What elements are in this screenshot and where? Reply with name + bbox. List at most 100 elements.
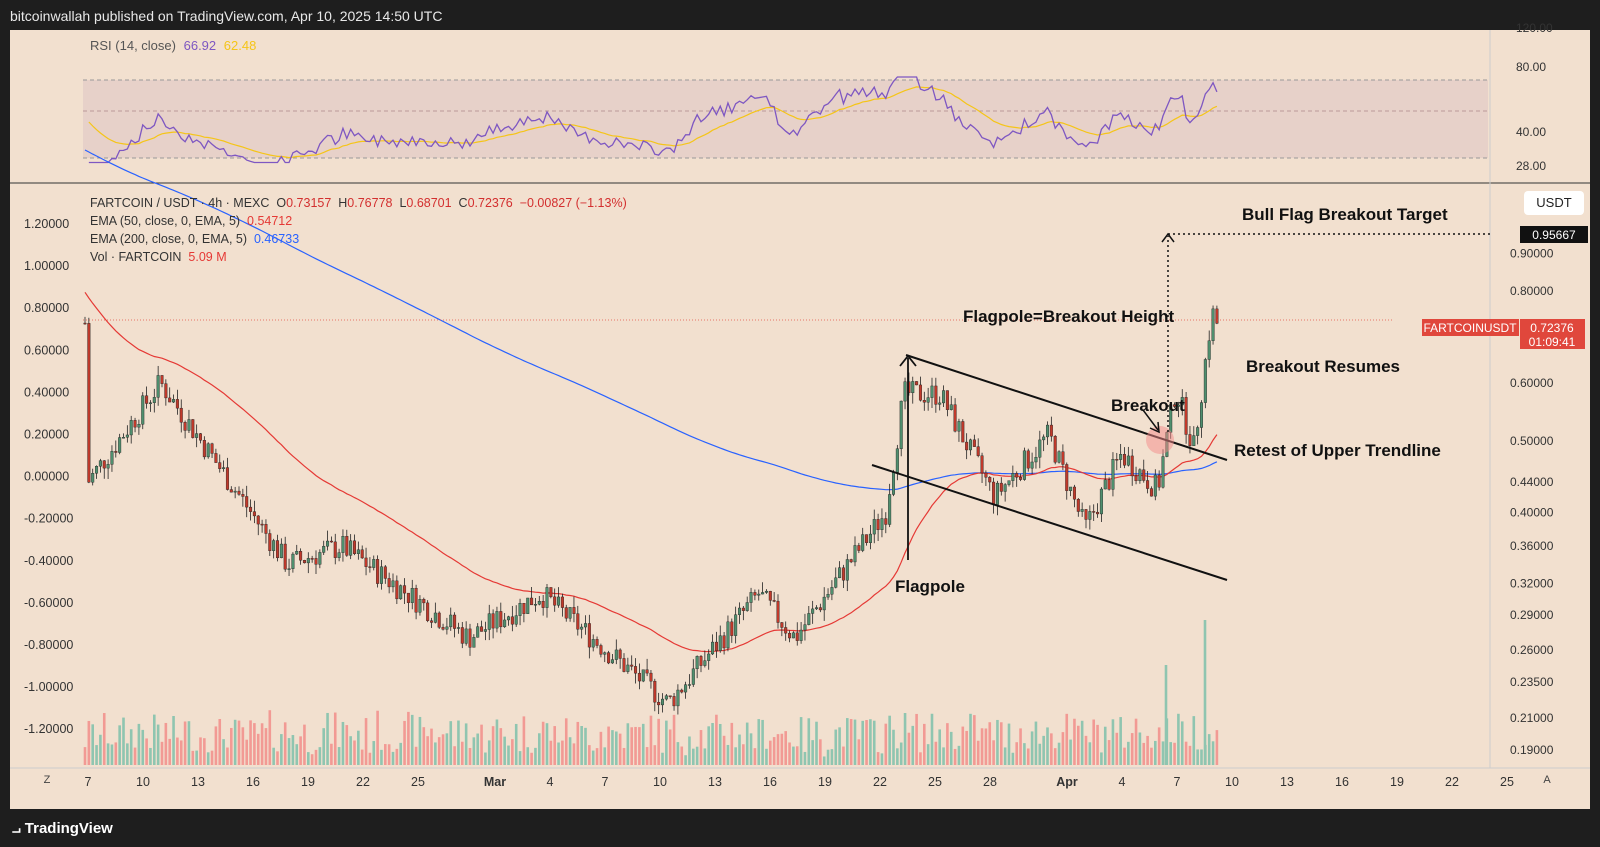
candle-body	[1015, 473, 1019, 478]
volume-bar	[1157, 727, 1161, 765]
candle-body	[815, 607, 819, 610]
rsi-axis-tick: 80.00	[1516, 60, 1546, 74]
volume-bar	[526, 747, 530, 765]
left-axis-tick: 0.20000	[24, 428, 69, 442]
right-axis-tick: 0.36000	[1510, 539, 1554, 553]
candle-body	[464, 628, 468, 644]
volume-bar	[187, 721, 191, 765]
volume-bar	[996, 719, 999, 765]
candle-body	[1146, 480, 1150, 489]
volume-bar	[499, 728, 503, 765]
candle-body	[1211, 308, 1215, 341]
volume-bar	[896, 748, 899, 765]
volume-bar	[603, 747, 607, 765]
volume-bar	[153, 714, 156, 765]
volume-bar	[353, 740, 356, 765]
volume-bar	[988, 722, 992, 765]
tradingview-logo[interactable]: ⨼ TradingView	[12, 820, 113, 837]
x-axis-tick: 19	[301, 775, 315, 789]
chart-frame[interactable]	[10, 30, 1590, 809]
volume-bar	[1192, 716, 1196, 765]
volume-bar	[1080, 720, 1084, 765]
x-axis-tick: 19	[1390, 775, 1404, 789]
candle-body	[953, 404, 957, 432]
candle-body	[1096, 511, 1100, 515]
volume-bar	[164, 722, 168, 765]
volume-bar	[395, 748, 399, 765]
volume-bar	[241, 727, 245, 765]
left-axis-tick: -1.20000	[24, 722, 73, 736]
candle-body	[1003, 484, 1007, 492]
rsi-axis-tick: 40.00	[1516, 125, 1546, 139]
volume-bar	[407, 711, 410, 765]
x-axis-tick: 16	[1335, 775, 1349, 789]
volume-bar	[730, 722, 734, 765]
volume-bar	[553, 726, 556, 765]
volume-bar	[1038, 743, 1042, 765]
volume-bar	[118, 725, 121, 765]
candle-body	[168, 397, 172, 403]
left-axis-tick: -0.40000	[24, 554, 73, 568]
x-axis-tick: 13	[1280, 775, 1294, 789]
bull-flag-target-label: Bull Flag Breakout Target	[1242, 205, 1448, 224]
volume-bar	[711, 722, 714, 765]
volume-bar	[842, 746, 845, 765]
tv-logo-icon: ⨼	[12, 820, 21, 837]
candle-body	[426, 602, 430, 621]
volume-bar	[688, 736, 691, 765]
right-axis-tick: 0.26000	[1510, 643, 1554, 657]
rsi-ma-value: 62.48	[223, 38, 257, 53]
volume-bar	[707, 726, 710, 765]
z-button[interactable]: Z	[43, 774, 51, 786]
candle-body	[376, 559, 380, 584]
currency-button[interactable]: USDT	[1524, 191, 1584, 215]
candle-body	[584, 623, 588, 628]
x-axis-tick: 25	[928, 775, 942, 789]
volume-bar	[129, 729, 133, 765]
volume-bar	[476, 733, 479, 765]
volume-bar	[1173, 742, 1176, 765]
ema200-legend: EMA (200, close, 0, EMA, 5) 0.46733	[90, 232, 299, 246]
volume-bar	[1069, 739, 1072, 765]
volume-bar	[91, 724, 94, 765]
candle-body	[595, 639, 599, 646]
volume-bar	[387, 744, 391, 765]
volume-bar	[769, 740, 772, 765]
volume-bar	[287, 738, 291, 765]
volume-bar	[819, 739, 822, 765]
candle-body	[865, 534, 869, 543]
volume-bar	[99, 734, 102, 765]
candle-body	[730, 621, 734, 636]
rsi-line	[88, 76, 1218, 164]
candle-body	[480, 626, 484, 632]
candle-body	[95, 466, 99, 474]
candle-body	[145, 395, 149, 404]
volume-bar	[641, 723, 645, 765]
candle-body	[572, 607, 576, 614]
candle-body	[580, 626, 584, 630]
volume-bar	[102, 713, 106, 765]
brand-label: TradingView	[24, 820, 113, 837]
volume-bar	[256, 733, 260, 765]
breakout-circle	[1146, 426, 1174, 454]
volume-bar	[1150, 747, 1153, 765]
candle-body	[818, 607, 822, 611]
candle-body	[684, 684, 688, 693]
candle-body	[1034, 457, 1038, 463]
volume-bar	[514, 723, 518, 765]
candle-body	[664, 695, 668, 700]
volume-bar	[811, 740, 814, 765]
candle-body	[487, 613, 491, 630]
volume-bar	[726, 744, 730, 765]
volume-bar	[1207, 734, 1211, 765]
a-button[interactable]: A	[1543, 774, 1551, 786]
rsi-legend: RSI (14, close) 66.92 62.48	[90, 38, 256, 53]
volume-bar	[653, 745, 657, 765]
volume-bar	[973, 715, 976, 765]
volume-bar	[1007, 723, 1011, 765]
candle-body	[657, 701, 661, 706]
volume-bar	[630, 727, 633, 765]
x-axis-tick: Apr	[1056, 775, 1078, 789]
volume-bar	[772, 737, 776, 765]
